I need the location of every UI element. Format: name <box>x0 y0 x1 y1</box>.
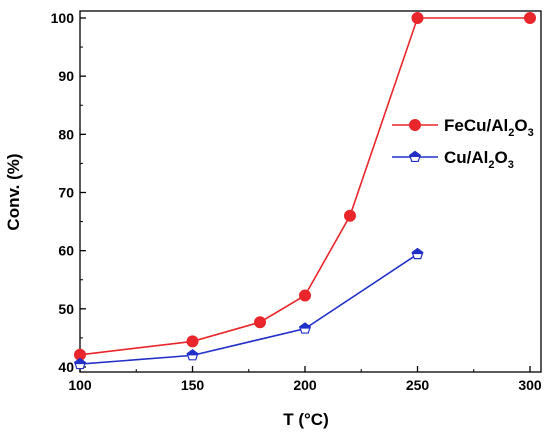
series-0-point-5 <box>411 12 424 24</box>
legend-marker-1-fill <box>409 150 421 157</box>
series-1-point-2-fill <box>299 322 311 329</box>
legend-label-part: 2 <box>508 127 514 139</box>
x-tick-label-250: 250 <box>406 377 430 393</box>
legend-label-part: 2 <box>488 159 494 171</box>
legend-label-part: 3 <box>528 127 534 139</box>
y-tick-label-80: 80 <box>58 126 74 142</box>
y-tick-label-70: 70 <box>58 185 74 201</box>
legend-label-0: FeCu/Al2O3 <box>444 116 534 139</box>
y-tick-label-60: 60 <box>58 243 74 259</box>
series-0-point-3 <box>299 289 311 302</box>
y-tick-label-50: 50 <box>58 301 74 317</box>
legend-label-part: Cu/Al <box>444 148 488 167</box>
series-0-point-1 <box>186 335 199 348</box>
plot-frame <box>79 10 542 373</box>
x-tick-label-300: 300 <box>518 377 542 393</box>
series-1-point-0-fill <box>74 357 86 365</box>
x-tick-label-200: 200 <box>293 377 317 393</box>
legend-label-1: Cu/Al2O3 <box>444 148 514 171</box>
legend-label-part: FeCu/Al <box>444 116 508 135</box>
y-tick-label-40: 40 <box>58 359 74 375</box>
series-1-point-1-fill <box>186 349 199 356</box>
plot-layer: 100 150 200 250 300405060708090100FeCu/Al2O3… <box>51 10 542 393</box>
series-line-1 <box>79 253 418 365</box>
series-0-point-2 <box>254 316 266 329</box>
y-tick-label-90: 90 <box>58 68 74 84</box>
legend-label-part: 3 <box>508 159 514 171</box>
series-0-point-4 <box>344 209 356 222</box>
series-1-point-3-fill <box>411 247 424 255</box>
legend-label-part: O <box>514 116 527 135</box>
y-axis-title: Conv. (%) <box>4 153 23 230</box>
legend-label-part: O <box>495 148 508 167</box>
x-axis-title: T (°C) <box>283 410 329 429</box>
series-0-point-6 <box>524 12 536 24</box>
y-tick-label-100: 100 <box>51 10 75 26</box>
legend-marker-0 <box>409 119 421 131</box>
series-line-0 <box>79 17 530 356</box>
x-tick-label-100: 100 <box>68 377 92 393</box>
x-tick-label-150: 150 <box>181 377 205 393</box>
